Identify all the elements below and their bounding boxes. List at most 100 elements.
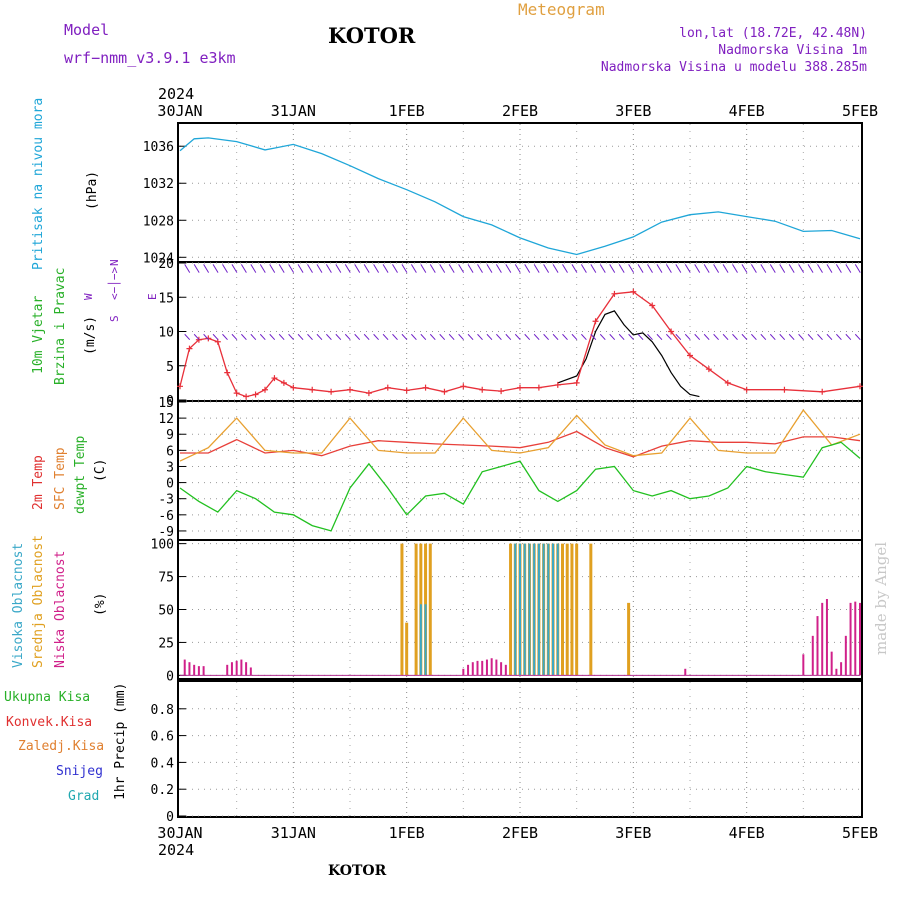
wind-speed-point [724, 379, 731, 386]
wind-speed-point [554, 381, 561, 388]
time-label-bottom: 31JAN [271, 824, 316, 842]
wind-barb [278, 333, 285, 341]
wind-barb [580, 264, 587, 273]
y-tick-label: 10 [158, 326, 174, 341]
temp-unit: (C) [93, 459, 108, 482]
coords-label: lon,lat (18.72E, 42.48N) [679, 26, 867, 41]
wind-barb [751, 333, 757, 341]
wind-barb [401, 264, 408, 273]
wind-barb [392, 333, 398, 341]
wind-speed-point [347, 386, 353, 393]
cloud-unit: (%) [93, 593, 108, 616]
wind-barb [590, 264, 597, 273]
wind-barb [779, 264, 786, 273]
time-label-top: 30JAN [157, 102, 202, 120]
wind-barb [694, 264, 701, 273]
wind-speed-point [687, 352, 693, 359]
wind-barb [637, 333, 644, 341]
y-tick-label: 9 [166, 428, 174, 443]
wind-barb [344, 264, 351, 273]
wind-barb [788, 333, 795, 341]
wind-barb [250, 264, 257, 273]
wind-speed-point [403, 387, 410, 394]
wind-barb [354, 264, 361, 273]
wind-barb [316, 264, 323, 273]
precip-legend-snow: Snijeg [56, 764, 103, 779]
compass-rose: N <−│−> S W E [82, 259, 159, 322]
wind-speed-point [365, 390, 372, 397]
elevation-label: Nadmorska Visina 1m [718, 43, 867, 58]
wind-barb [401, 333, 408, 341]
wind-barb [486, 333, 493, 341]
wind-speed-point [280, 379, 287, 386]
model-label: Model [64, 21, 109, 39]
wind-barb [732, 264, 738, 273]
wind-speed-point [309, 386, 316, 393]
wind-barb [496, 333, 502, 341]
wind-barb [769, 264, 776, 273]
y-tick-label: 0 [166, 669, 174, 684]
wind-barb [231, 264, 238, 273]
product-title: Meteogram [518, 0, 605, 19]
wind-barb [458, 333, 464, 341]
wind-barb [184, 333, 191, 341]
wind-barb [826, 333, 833, 341]
wind-barb [486, 264, 493, 273]
wind-barb [779, 333, 786, 341]
wind-barb [826, 264, 833, 273]
y-tick-label: 1028 [143, 214, 174, 229]
wind-speed-point [177, 383, 183, 390]
wind-barb [382, 333, 389, 341]
wind-speed-line [179, 291, 861, 398]
wind-barb [562, 333, 568, 341]
time-label-top: 4FEB [729, 102, 765, 120]
wind-barb [382, 264, 389, 273]
y-tick-label: 0.6 [151, 730, 174, 745]
y-tick-label: -9 [158, 525, 174, 540]
wind-barb [439, 264, 446, 273]
wind-speed-point [705, 366, 712, 373]
wind-barb [344, 333, 351, 341]
wind-barb [297, 264, 304, 273]
temp-2m-line [180, 430, 861, 458]
wind-barb [448, 264, 455, 273]
time-label-top: 3FEB [615, 102, 651, 120]
time-label-bottom: 3FEB [615, 824, 651, 842]
y-tick-label: 0 [166, 477, 174, 492]
wind-barb [363, 264, 370, 273]
wind-barb [458, 264, 465, 273]
wind-speed-point [441, 388, 448, 395]
y-tick-label: 20 [158, 257, 174, 272]
wind-barb [222, 264, 228, 273]
wind-speed-point [224, 369, 231, 376]
wind-speed-point [781, 386, 788, 393]
wind-barb [665, 264, 672, 273]
wind-barb [335, 333, 342, 341]
wind-barb [675, 264, 682, 273]
precip-legend-hail: Grad [68, 789, 99, 804]
wind-barb [628, 333, 634, 341]
wind-barb [203, 333, 209, 341]
wind-barb [590, 333, 597, 341]
time-label-top: 2FEB [502, 102, 538, 120]
wind-speed-point [857, 383, 863, 390]
y-tick-label: 6 [166, 444, 174, 459]
wind-barb [439, 333, 446, 341]
y-tick-label: 50 [158, 604, 174, 619]
wind-barb [193, 333, 200, 341]
wind-barb [514, 264, 521, 273]
wind-barb [288, 333, 294, 341]
y-tick-label: 12 [158, 412, 174, 427]
temp-sfc-label: SFC Temp [53, 447, 68, 510]
wind-barb [788, 264, 795, 273]
cloud-mid-label: Srednja Oblacnost [31, 535, 46, 668]
wind-barb [647, 264, 653, 273]
wind-barb [250, 333, 257, 341]
wind-barb [505, 264, 512, 273]
wind-barb [467, 264, 474, 273]
wind-barb [703, 264, 710, 273]
wind-barb [429, 264, 436, 273]
wind-barb [694, 333, 701, 341]
wind-barb [373, 333, 379, 341]
wind-barb [269, 264, 276, 273]
